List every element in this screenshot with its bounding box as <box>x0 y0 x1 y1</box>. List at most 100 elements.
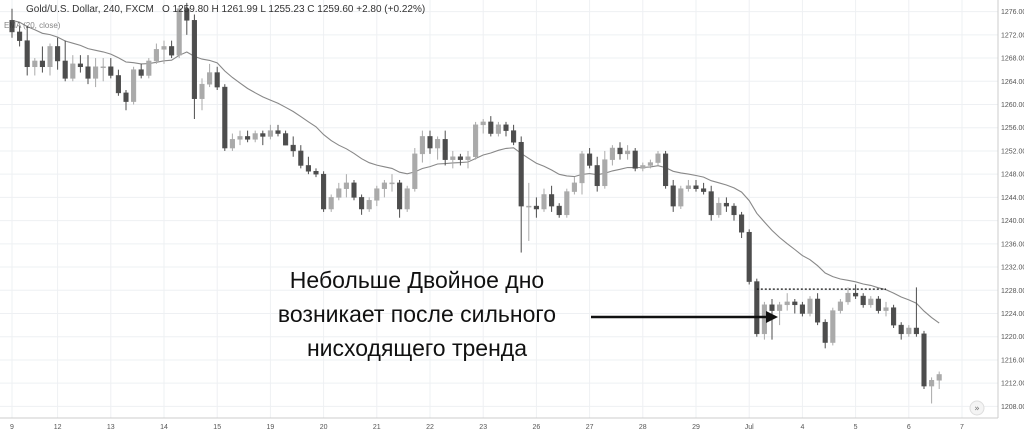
candle <box>275 124 281 137</box>
candle-body <box>549 194 555 207</box>
candle-body <box>176 8 182 56</box>
candle <box>587 148 593 169</box>
candle-body <box>39 60 45 68</box>
candle <box>207 63 213 88</box>
candle <box>929 377 935 404</box>
candle-body <box>792 301 798 306</box>
candle-body <box>47 46 53 68</box>
candle-body <box>898 324 904 335</box>
x-tick-label: 5 <box>854 424 858 431</box>
candle <box>191 14 197 120</box>
candle-body <box>138 69 144 76</box>
candle-body <box>427 136 433 149</box>
candle-body <box>723 202 729 207</box>
candle <box>488 116 494 137</box>
annotation-line-1: Небольше Двойное дно <box>290 267 544 293</box>
x-tick-label: 23 <box>479 424 487 431</box>
candle-body <box>663 153 669 187</box>
candle-body <box>511 130 517 143</box>
candle <box>518 136 524 253</box>
candle-body <box>108 66 114 76</box>
candle-body <box>328 197 334 210</box>
scroll-to-latest-icon[interactable]: » <box>969 400 985 416</box>
candle-body <box>541 194 547 210</box>
candle-body <box>267 130 273 137</box>
candle-body <box>701 188 707 192</box>
candle <box>138 63 144 79</box>
candle <box>252 130 258 143</box>
candle <box>777 301 783 326</box>
annotation-arrow <box>591 311 778 323</box>
y-tick-label: 1232.00 <box>1001 265 1024 272</box>
candle <box>389 174 395 192</box>
candle-body <box>298 150 304 166</box>
x-tick-label: 22 <box>426 424 434 431</box>
candle <box>17 26 23 47</box>
candle <box>898 322 904 340</box>
candle-body <box>640 165 646 169</box>
candle-body <box>799 304 805 314</box>
candle <box>77 55 83 73</box>
y-tick-label: 1276.00 <box>1001 9 1024 16</box>
y-tick-label: 1208.00 <box>1001 404 1024 411</box>
candle <box>305 156 311 175</box>
candle <box>503 121 509 137</box>
candle-body <box>587 153 593 166</box>
candle-body <box>473 124 479 157</box>
candle <box>647 159 653 169</box>
x-tick-label: 14 <box>160 424 168 431</box>
candle <box>556 203 562 218</box>
candle-body <box>123 92 129 102</box>
candle <box>754 278 760 337</box>
candle-body <box>290 144 296 152</box>
candle-body <box>815 298 821 323</box>
candle-body <box>571 182 577 192</box>
candle <box>875 296 881 314</box>
candle-body <box>807 298 813 314</box>
x-tick-label: 29 <box>692 424 700 431</box>
candle <box>93 58 99 88</box>
x-tick-label: 4 <box>800 424 804 431</box>
candle-body <box>739 214 745 233</box>
candle <box>85 55 91 85</box>
candle-body <box>503 124 509 131</box>
candle-body <box>184 8 190 21</box>
candle <box>222 84 228 151</box>
y-tick-label: 1212.00 <box>1001 381 1024 388</box>
candle <box>739 211 745 239</box>
candle <box>853 284 859 299</box>
candle-body <box>579 153 585 184</box>
candle <box>678 185 684 209</box>
candle <box>161 40 167 64</box>
candle <box>480 119 486 134</box>
candle <box>701 182 707 195</box>
candle-body <box>716 202 722 216</box>
candle-body <box>93 66 99 79</box>
y-tick-label: 1260.00 <box>1001 102 1024 109</box>
candle-body <box>17 31 23 41</box>
x-tick-label: 20 <box>320 424 328 431</box>
y-tick-label: 1216.00 <box>1001 357 1024 364</box>
candle-body <box>518 141 524 207</box>
candle <box>617 142 623 160</box>
candle-body <box>457 156 463 160</box>
candle-body <box>868 298 874 306</box>
candle-body <box>693 185 699 189</box>
candle-body <box>777 304 783 311</box>
candle <box>435 136 441 160</box>
candle-body <box>305 165 311 172</box>
candle-body <box>252 133 258 140</box>
price-axis: 1276.00 1272.00 1268.00 1264.00 1260.00 1256.… <box>1001 9 1024 411</box>
candle <box>108 58 114 79</box>
y-tick-label: 1252.00 <box>1001 148 1024 155</box>
candle <box>62 40 68 82</box>
candle <box>404 185 410 212</box>
y-tick-label: 1272.00 <box>1001 32 1024 39</box>
candle-body <box>237 136 243 140</box>
candle <box>283 130 289 146</box>
candle-body <box>936 374 942 381</box>
x-tick-label: 21 <box>373 424 381 431</box>
candle <box>807 296 813 317</box>
candle-body <box>891 307 897 326</box>
